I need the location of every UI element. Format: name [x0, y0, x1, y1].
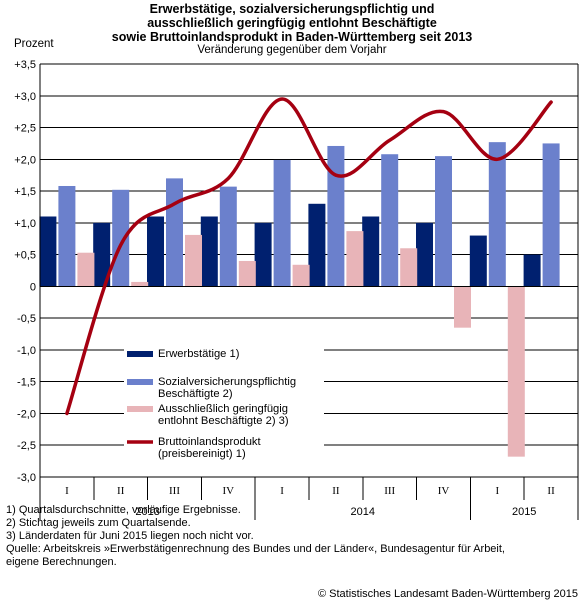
legend-entry-4: (preisbereinigt) 1) — [158, 448, 246, 460]
x-tick-label: II — [332, 485, 340, 497]
bar-1 — [416, 222, 433, 287]
x-tick-label: I — [495, 485, 499, 497]
y-tick-label: +2,5 — [14, 123, 36, 135]
legend-swatch-2 — [127, 379, 153, 385]
bar-1 — [469, 235, 487, 287]
chart-title-line-3: sowie Bruttoinlandsprodukt in Baden-Würt… — [111, 30, 473, 44]
legend-entry-4: Bruttoinlandsprodukt — [158, 436, 262, 448]
bar-3 — [346, 231, 364, 287]
bar-3 — [400, 248, 418, 287]
year-label: 2015 — [512, 506, 536, 518]
bar-3 — [507, 286, 525, 457]
bar-2 — [166, 178, 183, 287]
bar-2 — [273, 159, 291, 287]
copyright-notice: © Statistisches Landesamt Baden-Württemb… — [317, 588, 578, 600]
x-tick-label: III — [384, 485, 395, 497]
year-label: 2014 — [351, 506, 375, 518]
bar-3 — [454, 286, 471, 328]
x-tick-label: IV — [438, 485, 450, 497]
bar-1 — [147, 216, 164, 287]
y-tick-label: -1,0 — [17, 345, 36, 357]
bar-2 — [112, 189, 130, 287]
x-tick-label: II — [117, 485, 125, 497]
footnote-3: 3) Länderdaten für Juni 2015 liegen noch… — [6, 530, 254, 542]
bar-2 — [58, 185, 76, 287]
legend-entry-2: Sozialversicherungspflichtig — [158, 376, 296, 388]
chart-subtitle: Veränderung gegenüber dem Vorjahr — [197, 44, 387, 56]
x-tick-label: II — [547, 485, 555, 497]
bar-1 — [308, 203, 326, 287]
bar-3 — [77, 252, 95, 287]
bar-2 — [381, 154, 399, 287]
bip-line — [65, 97, 553, 416]
y-tick-label: -2,5 — [17, 440, 36, 452]
chart-title-line-2: ausschließlich geringfügig entlohnt Besc… — [147, 16, 437, 30]
x-tick-label: III — [169, 485, 180, 497]
y-tick-label: -0,5 — [17, 313, 36, 325]
y-tick-label: 0 — [30, 281, 36, 293]
bar-2 — [219, 186, 237, 287]
legend-swatch-1 — [127, 351, 153, 357]
bar-3 — [185, 234, 202, 287]
chart-title-line-1: Erwerbstätige, sozialversicherungspflich… — [149, 2, 435, 16]
legend-entry-3: entlohnt Beschäftigte 2) 3) — [158, 415, 289, 427]
footnote-source: Quelle: Arbeitskreis »Erwerbstätigenrech… — [6, 543, 505, 555]
bar-2 — [435, 156, 452, 287]
bar-3 — [292, 264, 310, 287]
y-tick-label: +1,5 — [14, 186, 36, 198]
bar-1 — [39, 216, 57, 287]
footnote-1: 1) Quartalsdurchschnitte, vorläufige Erg… — [6, 504, 241, 516]
y-tick-label: +2,0 — [14, 154, 36, 166]
y-tick-label: +0,5 — [14, 250, 36, 262]
bar-1 — [523, 254, 541, 287]
bar-2 — [542, 143, 560, 287]
bar-2 — [327, 145, 345, 287]
y-axis-unit-label: Prozent — [14, 38, 54, 50]
bar-3 — [238, 260, 256, 287]
footnote-2: 2) Stichtag jeweils zum Quartalsende. — [6, 517, 191, 529]
y-tick-label: -1,5 — [17, 377, 36, 389]
y-tick-label: +3,0 — [14, 91, 36, 103]
footnote-source-continued: eigene Berechnungen. — [6, 556, 117, 568]
bar-2 — [488, 142, 506, 287]
legend-entry-1: Erwerbstätige 1) — [158, 348, 240, 360]
x-tick-label: I — [280, 485, 284, 497]
x-tick-label: IV — [222, 485, 234, 497]
legend-entry-2: Beschäftigte 2) — [158, 388, 233, 400]
legend-entry-3: Ausschließlich geringfügig — [158, 403, 288, 415]
year-label: 2013 — [135, 506, 159, 518]
x-tick-label: I — [65, 485, 69, 497]
y-tick-label: +1,0 — [14, 218, 36, 230]
bar-1 — [93, 222, 111, 287]
y-tick-label: -3,0 — [17, 472, 36, 484]
bar-1 — [362, 216, 380, 287]
bar-1 — [200, 216, 218, 287]
y-tick-label: -2,0 — [17, 408, 36, 420]
legend-box — [124, 344, 324, 458]
y-tick-label: +3,5 — [14, 59, 36, 71]
legend-swatch-3 — [127, 406, 153, 412]
bar-3 — [131, 281, 149, 287]
bar-1 — [254, 222, 272, 287]
